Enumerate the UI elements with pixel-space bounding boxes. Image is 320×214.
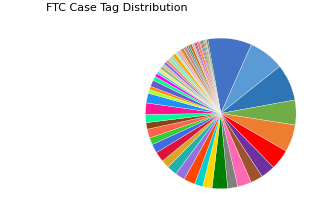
Wedge shape (188, 45, 221, 113)
Title: FTC Case Tag Distribution: FTC Case Tag Distribution (46, 3, 188, 13)
Wedge shape (184, 113, 221, 184)
Wedge shape (168, 113, 221, 174)
Wedge shape (205, 39, 221, 113)
Wedge shape (195, 42, 221, 113)
Wedge shape (168, 57, 221, 113)
Wedge shape (146, 93, 221, 113)
Wedge shape (162, 64, 221, 113)
Wedge shape (150, 80, 221, 113)
Wedge shape (153, 76, 221, 113)
Wedge shape (192, 43, 221, 113)
Wedge shape (163, 113, 221, 167)
Wedge shape (186, 46, 221, 113)
Wedge shape (180, 48, 221, 113)
Wedge shape (203, 113, 221, 188)
Wedge shape (158, 69, 221, 113)
Wedge shape (221, 113, 273, 176)
Wedge shape (147, 113, 221, 138)
Wedge shape (157, 71, 221, 113)
Wedge shape (221, 113, 295, 151)
Wedge shape (221, 45, 280, 113)
Wedge shape (189, 44, 221, 113)
Wedge shape (212, 113, 228, 189)
Wedge shape (221, 113, 251, 187)
Wedge shape (200, 41, 221, 113)
Wedge shape (160, 66, 221, 113)
Wedge shape (208, 38, 252, 113)
Wedge shape (146, 113, 221, 123)
Wedge shape (164, 62, 221, 113)
Wedge shape (175, 52, 221, 113)
Wedge shape (177, 51, 221, 113)
Wedge shape (195, 113, 221, 187)
Wedge shape (199, 41, 221, 113)
Wedge shape (221, 113, 238, 189)
Wedge shape (171, 56, 221, 113)
Wedge shape (221, 100, 296, 125)
Wedge shape (146, 113, 221, 129)
Wedge shape (203, 40, 221, 113)
Wedge shape (146, 103, 221, 114)
Wedge shape (194, 43, 221, 113)
Wedge shape (183, 46, 221, 113)
Wedge shape (148, 89, 221, 113)
Wedge shape (202, 40, 221, 113)
Wedge shape (152, 113, 221, 153)
Wedge shape (149, 113, 221, 144)
Wedge shape (155, 73, 221, 113)
Wedge shape (221, 66, 295, 113)
Wedge shape (156, 113, 221, 161)
Wedge shape (196, 41, 221, 113)
Wedge shape (179, 50, 221, 113)
Wedge shape (176, 113, 221, 179)
Wedge shape (172, 54, 221, 113)
Wedge shape (204, 40, 221, 113)
Wedge shape (221, 113, 262, 182)
Wedge shape (166, 60, 221, 113)
Wedge shape (149, 86, 221, 113)
Wedge shape (206, 39, 221, 113)
Wedge shape (221, 113, 286, 167)
